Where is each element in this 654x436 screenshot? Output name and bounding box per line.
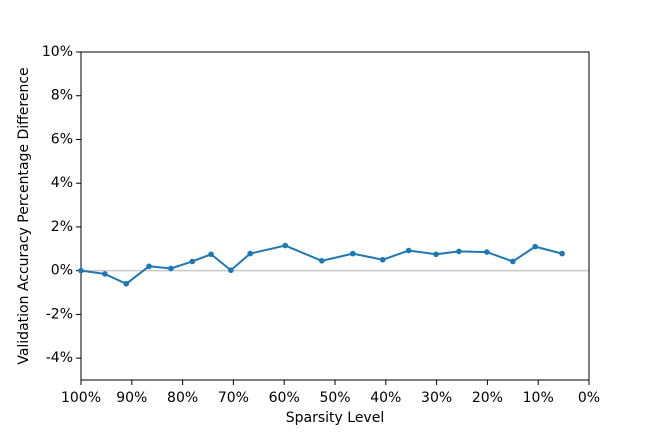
x-tick-label: 10%: [523, 390, 554, 406]
data-point: [282, 242, 289, 249]
data-point: [102, 271, 108, 277]
x-tick-label: 20%: [472, 390, 503, 406]
y-tick-label: -4%: [46, 350, 73, 366]
x-tick-label: 90%: [116, 390, 147, 406]
data-point: [484, 249, 490, 255]
y-axis-label: Validation Accuracy Percentage Differenc…: [16, 67, 32, 364]
y-tick-label: -2%: [46, 306, 73, 322]
data-point: [247, 250, 253, 257]
y-tick-label: 10%: [42, 44, 73, 60]
y-tick-label: 6%: [51, 131, 73, 147]
data-point: [123, 280, 130, 287]
y-tick-label: 4%: [51, 175, 73, 191]
data-point: [349, 250, 356, 257]
x-tick-label: 50%: [319, 390, 350, 406]
data-point: [532, 243, 538, 250]
plot-frame: [80, 51, 590, 381]
x-tick-label: 100%: [61, 390, 101, 406]
y-tick-label: 0%: [51, 263, 73, 279]
x-tick-label: 40%: [370, 390, 401, 406]
data-point: [379, 256, 386, 263]
data-point: [78, 267, 84, 274]
x-tick-label: 80%: [167, 390, 198, 406]
data-point: [146, 263, 152, 270]
data-line: [80, 244, 563, 285]
data-point: [228, 267, 234, 274]
data-point: [559, 250, 565, 257]
data-point: [456, 248, 462, 255]
y-tick-label: 8%: [51, 88, 73, 104]
x-tick-label: 30%: [421, 390, 452, 406]
data-point: [510, 258, 516, 265]
data-point: [433, 251, 439, 258]
x-tick-label: 70%: [218, 390, 249, 406]
x-axis-label: Sparsity Level: [286, 410, 384, 426]
data-point: [168, 265, 174, 272]
data-point: [318, 258, 325, 264]
data-point: [208, 251, 214, 258]
data-point: [405, 247, 412, 254]
data-point: [189, 258, 196, 265]
x-tick-label: 0%: [578, 390, 600, 406]
x-tick-label: 60%: [269, 390, 300, 406]
y-tick-label: 2%: [51, 219, 73, 235]
